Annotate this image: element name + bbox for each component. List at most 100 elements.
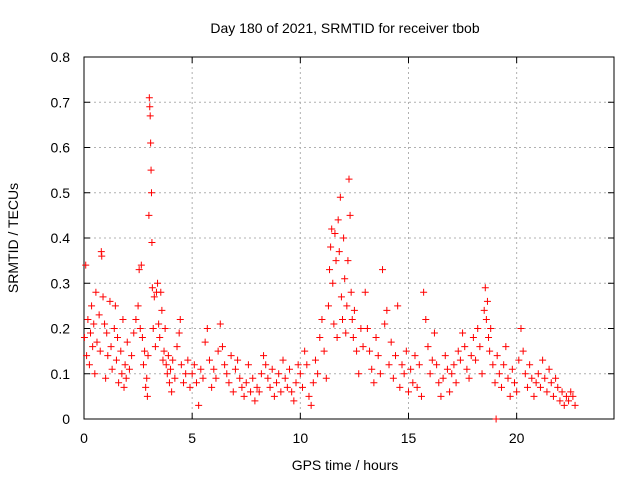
data-point (394, 302, 402, 310)
data-point (506, 392, 514, 400)
data-point (448, 370, 456, 378)
data-point (240, 392, 248, 400)
data-point (381, 320, 389, 328)
data-point (332, 257, 340, 265)
data-point (203, 325, 211, 332)
data-point (519, 347, 527, 355)
data-point (117, 347, 125, 355)
data-point (556, 397, 564, 405)
data-point (125, 365, 133, 373)
data-point (331, 229, 339, 237)
data-point (398, 361, 406, 369)
data-point (517, 325, 525, 332)
y-tick-label: 0.7 (51, 94, 71, 110)
data-point (552, 374, 560, 382)
data-point (480, 306, 488, 314)
data-point (545, 365, 553, 373)
data-point (336, 193, 344, 201)
data-point (169, 356, 177, 364)
data-point (122, 374, 130, 382)
data-point (184, 356, 192, 364)
data-point (195, 401, 203, 409)
data-point (526, 361, 534, 369)
data-point (92, 288, 100, 296)
data-point (328, 225, 336, 233)
data-point (115, 379, 123, 387)
data-point (536, 383, 544, 391)
data-point (314, 370, 322, 378)
data-point (192, 379, 200, 387)
data-point (528, 374, 536, 382)
data-point (361, 288, 369, 296)
data-point (139, 361, 147, 369)
data-point (201, 338, 209, 346)
data-point (569, 392, 577, 400)
y-tick-label: 0.6 (51, 140, 71, 156)
data-point (476, 343, 484, 351)
data-point (342, 329, 350, 337)
data-point (84, 315, 92, 323)
data-point (301, 347, 309, 355)
data-point (96, 347, 104, 355)
data-point (340, 234, 348, 242)
data-point (288, 388, 296, 396)
data-point (128, 352, 136, 360)
data-point (426, 370, 434, 378)
data-point (216, 320, 224, 328)
data-point (88, 302, 96, 310)
data-points (80, 94, 579, 423)
data-point (459, 329, 467, 337)
data-point (221, 361, 229, 369)
data-point (182, 370, 190, 378)
data-point (345, 175, 353, 183)
data-point (104, 352, 112, 360)
data-point (521, 370, 529, 378)
data-point (205, 356, 213, 364)
data-point (110, 325, 118, 332)
data-point (368, 365, 376, 373)
data-point (353, 347, 361, 355)
data-point (161, 325, 169, 332)
data-point (257, 370, 265, 378)
data-point (443, 365, 451, 373)
data-point (160, 347, 168, 355)
data-point (486, 347, 494, 355)
data-point (146, 112, 154, 120)
data-point (120, 383, 128, 391)
data-point (415, 361, 423, 369)
x-tick-label: 15 (401, 430, 417, 446)
data-point (500, 361, 508, 369)
data-point (108, 365, 116, 373)
data-point (89, 343, 97, 351)
data-point (121, 361, 129, 369)
data-point (376, 370, 384, 378)
data-point (106, 297, 114, 305)
data-point (450, 361, 458, 369)
data-point (136, 325, 144, 332)
data-point (515, 356, 523, 364)
data-point (264, 374, 272, 382)
x-tick-label: 5 (188, 430, 196, 446)
data-point (467, 352, 475, 360)
data-point (446, 388, 454, 396)
data-point (279, 356, 287, 364)
data-point (560, 401, 568, 409)
data-point (236, 374, 244, 382)
data-point (343, 302, 351, 310)
data-point (326, 266, 334, 274)
data-point (543, 388, 551, 396)
data-point (363, 325, 371, 332)
data-point (366, 347, 374, 355)
data-point (424, 343, 432, 351)
data-point (411, 352, 419, 360)
data-point (489, 361, 497, 369)
data-point (177, 361, 185, 369)
data-point (463, 365, 471, 373)
data-point (134, 302, 142, 310)
data-point (112, 356, 120, 364)
data-point (554, 383, 562, 391)
data-point (238, 383, 246, 391)
y-tick-label: 0.4 (51, 230, 71, 246)
data-point (417, 392, 425, 400)
data-point (102, 374, 110, 382)
